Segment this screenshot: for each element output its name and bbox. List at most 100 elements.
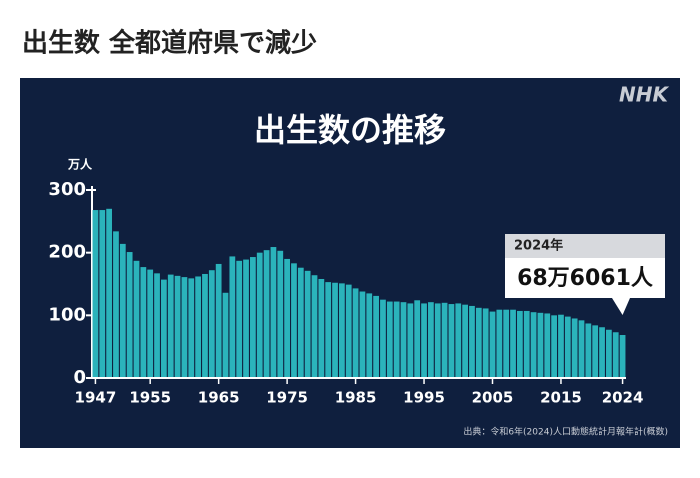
bar — [462, 304, 468, 378]
bar — [599, 327, 605, 378]
x-tick-label: 2005 — [472, 389, 514, 407]
bar — [489, 311, 496, 378]
bar — [606, 329, 612, 378]
bar — [140, 267, 147, 378]
source: 出典：令和6年(2024)人口動態統計月報年計(概数) — [463, 426, 668, 438]
bar — [448, 304, 455, 378]
logo: NHK — [619, 83, 669, 107]
bar — [332, 282, 338, 378]
bar — [441, 302, 448, 378]
bar — [270, 247, 277, 378]
bar — [414, 300, 421, 378]
x-tick-label: 1947 — [75, 389, 117, 407]
bar — [537, 312, 544, 378]
bar — [530, 312, 537, 378]
bar — [167, 274, 174, 378]
bar — [208, 270, 215, 378]
page-title: 出生数 全都道府県で減少 — [22, 28, 317, 59]
bar — [359, 291, 366, 378]
bar — [263, 250, 270, 378]
bar — [421, 303, 427, 378]
bar — [510, 309, 516, 378]
bar — [393, 301, 400, 378]
x-tick-label: 1955 — [129, 389, 171, 407]
callout-label: 2024年 — [514, 238, 563, 254]
y-axis-label: 万人 — [67, 157, 93, 172]
x-tick-label: 2015 — [540, 389, 582, 407]
bar — [564, 316, 571, 378]
bar — [147, 269, 154, 378]
bar — [113, 231, 119, 378]
bar — [236, 260, 243, 378]
bar — [126, 252, 133, 378]
bar — [154, 273, 160, 378]
bar — [407, 303, 414, 378]
bar — [619, 335, 626, 378]
bar — [325, 282, 332, 378]
bar — [455, 303, 462, 378]
bar — [243, 259, 249, 378]
y-tick-label: 0 — [73, 367, 86, 388]
bar — [612, 332, 619, 378]
bar — [400, 302, 407, 378]
bar — [284, 258, 290, 378]
bar — [174, 275, 181, 378]
y-tick-label: 100 — [48, 304, 86, 325]
bar — [366, 293, 373, 378]
bar — [119, 243, 126, 378]
bar — [133, 260, 140, 378]
callout-head — [505, 234, 665, 258]
bar — [161, 279, 167, 378]
bar — [202, 273, 208, 378]
x-tick-label: 1995 — [403, 389, 445, 407]
bar — [222, 292, 229, 378]
bar — [373, 295, 379, 378]
bar — [544, 313, 551, 378]
bar — [503, 309, 510, 378]
bar — [578, 320, 585, 378]
bar — [469, 305, 475, 378]
x-tick-label: 1965 — [198, 389, 240, 407]
bar — [188, 278, 195, 378]
bar — [256, 252, 263, 378]
bar — [195, 276, 201, 378]
bar — [215, 263, 222, 378]
bar — [571, 318, 578, 378]
bar — [475, 307, 482, 378]
bar — [345, 284, 352, 378]
bar — [106, 208, 112, 378]
x-tick-label: 1985 — [335, 389, 377, 407]
callout-text: 68万6061人 — [517, 266, 653, 291]
bar — [380, 299, 386, 378]
bar — [297, 267, 304, 378]
bar — [558, 314, 564, 378]
bar — [517, 310, 523, 378]
callout-pointer — [612, 298, 630, 315]
bar — [523, 310, 530, 378]
bar — [92, 210, 99, 378]
bar — [250, 257, 256, 378]
bar — [277, 250, 284, 378]
bar — [318, 278, 325, 378]
bar — [592, 325, 599, 378]
x-tick-label: 2024 — [602, 389, 644, 407]
bar — [428, 302, 434, 378]
y-tick-label: 300 — [48, 179, 86, 200]
bar — [352, 288, 359, 378]
bar — [229, 256, 236, 378]
y-tick-label: 200 — [48, 242, 86, 263]
x-tick-label: 1975 — [266, 389, 308, 407]
bar — [551, 315, 557, 378]
bar — [386, 301, 393, 378]
bar — [434, 303, 441, 378]
bar — [304, 270, 311, 378]
bar — [482, 308, 489, 378]
bar — [311, 275, 318, 378]
callout-body — [505, 258, 665, 298]
chart-title: 出生数の推移 — [254, 111, 446, 149]
bar — [181, 277, 188, 378]
bar — [496, 309, 503, 378]
bar — [339, 283, 345, 378]
